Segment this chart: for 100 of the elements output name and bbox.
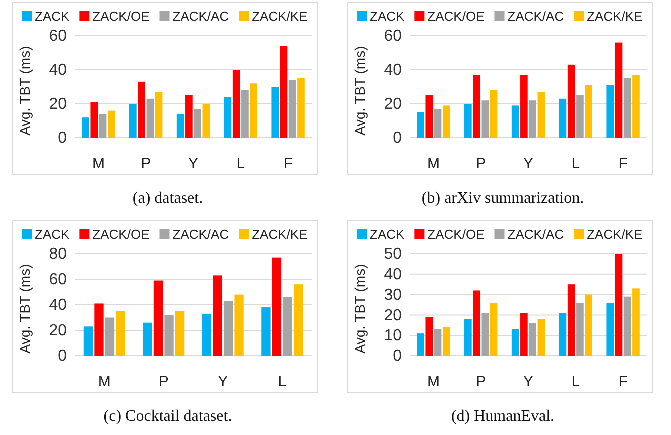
legend-label: ZACK/AC <box>172 9 230 24</box>
bar <box>426 317 434 356</box>
bar <box>615 42 623 138</box>
y-tick-label: 20 <box>384 307 402 324</box>
bar <box>606 302 614 356</box>
bar <box>250 84 258 138</box>
bar <box>559 98 567 138</box>
y-tick-label: 20 <box>49 96 68 114</box>
bar <box>632 75 640 138</box>
bar <box>262 308 271 356</box>
bar <box>224 97 232 138</box>
legend-label: ZACK <box>35 227 70 242</box>
bar <box>130 104 137 138</box>
bar <box>434 329 442 356</box>
bar <box>473 75 480 138</box>
legend-label: ZACK/KE <box>252 9 308 24</box>
bar <box>283 297 292 356</box>
bar <box>99 114 107 138</box>
bar <box>294 284 304 356</box>
bar <box>272 87 280 138</box>
bar <box>175 311 185 356</box>
bar <box>94 304 104 356</box>
legend-label: ZACK/AC <box>508 9 564 24</box>
bar <box>154 280 164 356</box>
x-tick-label: F <box>284 156 293 173</box>
bar <box>482 313 490 356</box>
bar <box>105 318 115 356</box>
legend-label: ZACK/KE <box>587 9 644 24</box>
bar <box>624 296 632 356</box>
bar <box>232 70 240 138</box>
x-tick-label: F <box>618 374 628 391</box>
bar <box>202 314 212 356</box>
bar <box>186 96 193 138</box>
x-tick-label: L <box>572 156 580 173</box>
bar <box>538 92 546 138</box>
y-tick-label: 50 <box>384 246 402 264</box>
bar <box>280 46 288 138</box>
bar <box>202 104 210 138</box>
x-tick-label: L <box>278 374 287 391</box>
bar <box>442 327 450 356</box>
bar <box>84 326 94 356</box>
bar <box>272 258 282 356</box>
bar <box>224 301 234 356</box>
bar <box>116 311 126 356</box>
y-axis-title: Avg. TBT (ms) <box>352 46 368 136</box>
text: (a) dataset. <box>132 190 204 207</box>
bar <box>234 294 244 356</box>
x-tick-label: P <box>141 156 152 173</box>
legend-label: ZACK/OE <box>428 227 486 242</box>
x-tick-label: L <box>236 156 246 173</box>
bar <box>426 96 434 138</box>
y-tick-label: 0 <box>58 348 68 366</box>
bar <box>529 323 536 356</box>
bar <box>585 294 592 356</box>
bar <box>242 90 249 138</box>
bar <box>138 82 146 138</box>
bar <box>624 78 632 138</box>
bar <box>490 90 498 138</box>
bar <box>473 290 480 356</box>
legend-label: ZACK/KE <box>252 227 308 242</box>
bar <box>529 100 536 138</box>
bar <box>164 315 174 356</box>
legend-label: ZACK/KE <box>587 227 644 242</box>
y-tick-label: 0 <box>393 130 402 148</box>
bar <box>90 102 98 138</box>
x-tick-label: Y <box>523 374 534 391</box>
y-tick-label: 40 <box>49 297 68 314</box>
bar <box>143 322 152 356</box>
legend-label: ZACK <box>370 9 405 24</box>
y-tick-label: 0 <box>393 348 402 366</box>
bar <box>155 92 163 138</box>
bar <box>606 85 614 138</box>
bar <box>176 114 184 138</box>
legend-label: ZACK/AC <box>172 227 230 242</box>
x-tick-label: L <box>572 374 580 391</box>
bar <box>520 313 528 356</box>
y-tick-label: 60 <box>384 28 402 46</box>
text: (c) Cocktail dataset. <box>104 408 232 425</box>
bar <box>482 100 490 138</box>
bar <box>213 276 222 356</box>
x-tick-label: P <box>158 374 169 391</box>
bar <box>417 334 424 356</box>
y-tick-label: 60 <box>49 28 68 46</box>
y-tick-label: 60 <box>49 272 68 289</box>
bar <box>520 75 528 138</box>
bar <box>146 98 154 138</box>
bar <box>194 109 202 138</box>
y-tick-label: 80 <box>49 246 68 264</box>
bar <box>559 313 567 356</box>
x-tick-label: P <box>476 374 486 391</box>
x-tick-label: Y <box>218 374 228 391</box>
bar <box>576 302 584 356</box>
y-tick-label: 40 <box>49 62 68 80</box>
legend-label: ZACK/AC <box>508 227 564 242</box>
x-tick-label: M <box>98 374 111 391</box>
y-axis-title: Avg. TBT (ms) <box>352 264 368 354</box>
bar <box>538 319 546 356</box>
y-tick-label: 40 <box>384 62 402 80</box>
bar <box>442 106 450 138</box>
x-tick-label: P <box>476 156 486 173</box>
